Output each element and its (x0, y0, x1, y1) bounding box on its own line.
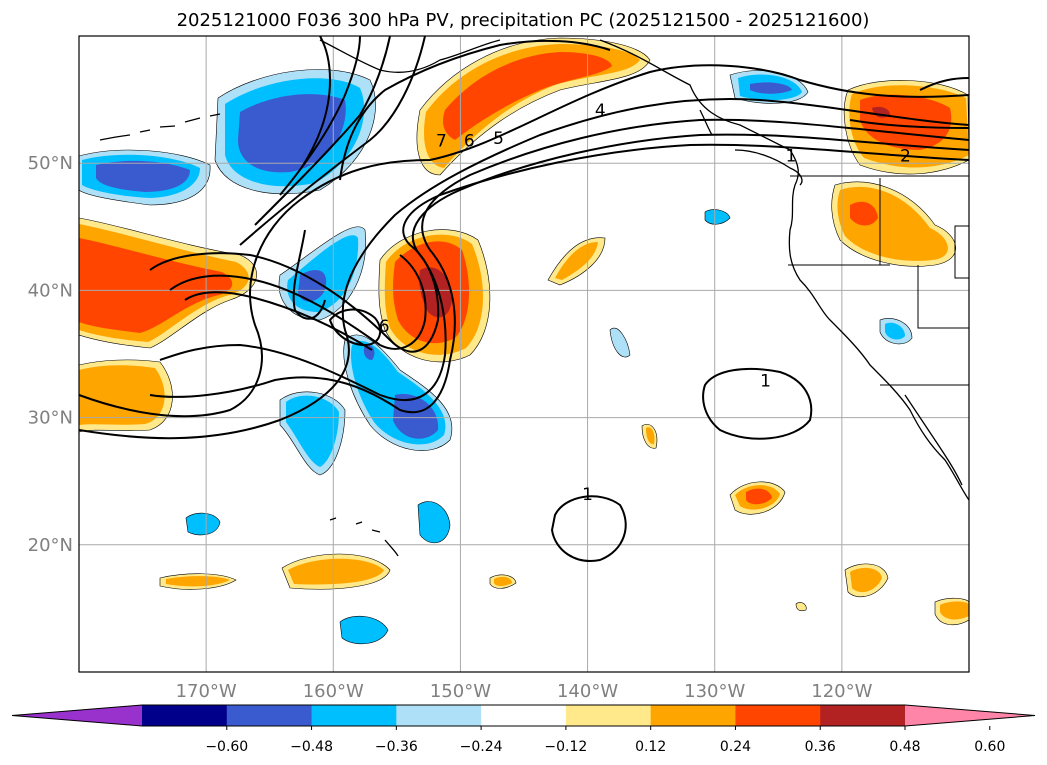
colorbar-segment (481, 705, 567, 726)
pv-contour-nw-b (279, 36, 361, 196)
colorbar-segment (226, 705, 313, 726)
lat-tick-label: 20°N (28, 535, 73, 556)
neg-anomaly-small-5 (609, 327, 631, 358)
pv-contour-northeast (919, 77, 969, 91)
contour-label: 6 (464, 131, 475, 151)
pv-contour-5 (149, 143, 969, 353)
figure-title: 2025121000 F036 300 hPa PV, precipitatio… (177, 10, 870, 31)
pv-contour-nw-a (299, 36, 332, 171)
colorbar-segment (311, 705, 397, 726)
pv-contour-canada (849, 119, 969, 129)
pv-contour-nw-c (254, 36, 391, 226)
north-america-west-coast (599, 39, 969, 501)
contour-label: 2 (900, 147, 911, 167)
lon-tick-label: 150°W (430, 681, 491, 702)
contour-label: 6 (379, 317, 390, 337)
lon-tick-label: 170°W (176, 681, 237, 702)
colorbar-tick-label: 0.24 (720, 739, 751, 755)
neg-anomaly-small-1 (185, 512, 221, 536)
lon-tick-label: 160°W (303, 681, 364, 702)
colorbar-tick-label: −0.48 (290, 739, 333, 755)
colorbar-tick-label: −0.36 (375, 739, 418, 755)
hawaii-islands (329, 517, 399, 557)
colorbar-tick-label: 0.48 (889, 739, 920, 755)
colorbar-tick-label: −0.24 (460, 739, 503, 755)
contour-label: 1 (786, 147, 797, 167)
colorbar-outline (11, 704, 1036, 727)
colorbar-tick-label: 0.36 (805, 739, 836, 755)
longitude-labels: 170°W 160°W 150°W 140°W 130°W 120°W (176, 681, 873, 702)
pv-contours (79, 36, 969, 562)
colorbar-segment (396, 705, 482, 726)
pv-contour-jet-inner (339, 39, 611, 181)
colorbar-segment (650, 705, 736, 726)
colorbar: −0.60 −0.48 −0.36 −0.24 −0.12 0.12 0.24 0.36 0.4… (11, 704, 1036, 755)
neg-anomaly-small-4 (704, 209, 731, 225)
state-border-2 (917, 265, 969, 329)
colorbar-segment (565, 705, 652, 726)
state-border-3 (954, 225, 969, 279)
colorbar-tick-label: 0.60 (974, 739, 1005, 755)
latitude-labels: 50°N 40°N 30°N 20°N (28, 153, 73, 556)
colorbar-tick-label: −0.12 (544, 739, 587, 755)
lat-tick-label: 40°N (28, 280, 73, 301)
map-gridlines (79, 36, 969, 672)
lon-tick-label: 120°W (811, 681, 872, 702)
vancouver-island (734, 149, 803, 186)
colorbar-segment (735, 705, 821, 726)
pv-contour-6 (169, 254, 427, 350)
lon-tick-label: 140°W (557, 681, 618, 702)
contour-label: 7 (436, 131, 447, 151)
neg-anomaly-small-2 (417, 501, 451, 544)
pv-contour-3 (149, 118, 969, 413)
colorbar-segment (820, 705, 906, 726)
haida-gwaii (699, 109, 713, 136)
map-frame (78, 35, 970, 673)
colorbar-segment (142, 705, 228, 726)
lat-tick-label: 50°N (28, 153, 73, 174)
alaska-coast (319, 39, 501, 73)
contour-label: 4 (595, 101, 606, 121)
pv-contour-7 (184, 291, 373, 351)
aleutian-islands (99, 113, 221, 141)
political-borders (788, 175, 969, 386)
pv-contour-small (328, 308, 382, 347)
pv-contour-2 (79, 98, 969, 440)
pv-contour-ring-south (550, 495, 627, 562)
colorbar-extend-low (12, 705, 142, 726)
contour-label: 1 (582, 485, 593, 505)
colorbar-tick-label: −0.60 (205, 739, 248, 755)
baja-california (904, 394, 963, 486)
contour-label: 1 (760, 372, 771, 392)
lat-tick-label: 30°N (28, 408, 73, 429)
contour-label: 5 (493, 129, 504, 149)
lon-tick-label: 130°W (684, 681, 745, 702)
pv-contour-ring-east (702, 367, 813, 440)
colorbar-tick-label: 0.12 (635, 739, 666, 755)
coastlines (99, 39, 969, 557)
pos-anomaly-small-i (795, 602, 807, 612)
neg-anomaly-small-3 (339, 615, 389, 645)
pv-contour-nw-e (292, 229, 326, 320)
pv-contour-1 (79, 64, 969, 418)
colorbar-extend-high (905, 705, 1035, 726)
precip-positive-shading (79, 37, 969, 626)
